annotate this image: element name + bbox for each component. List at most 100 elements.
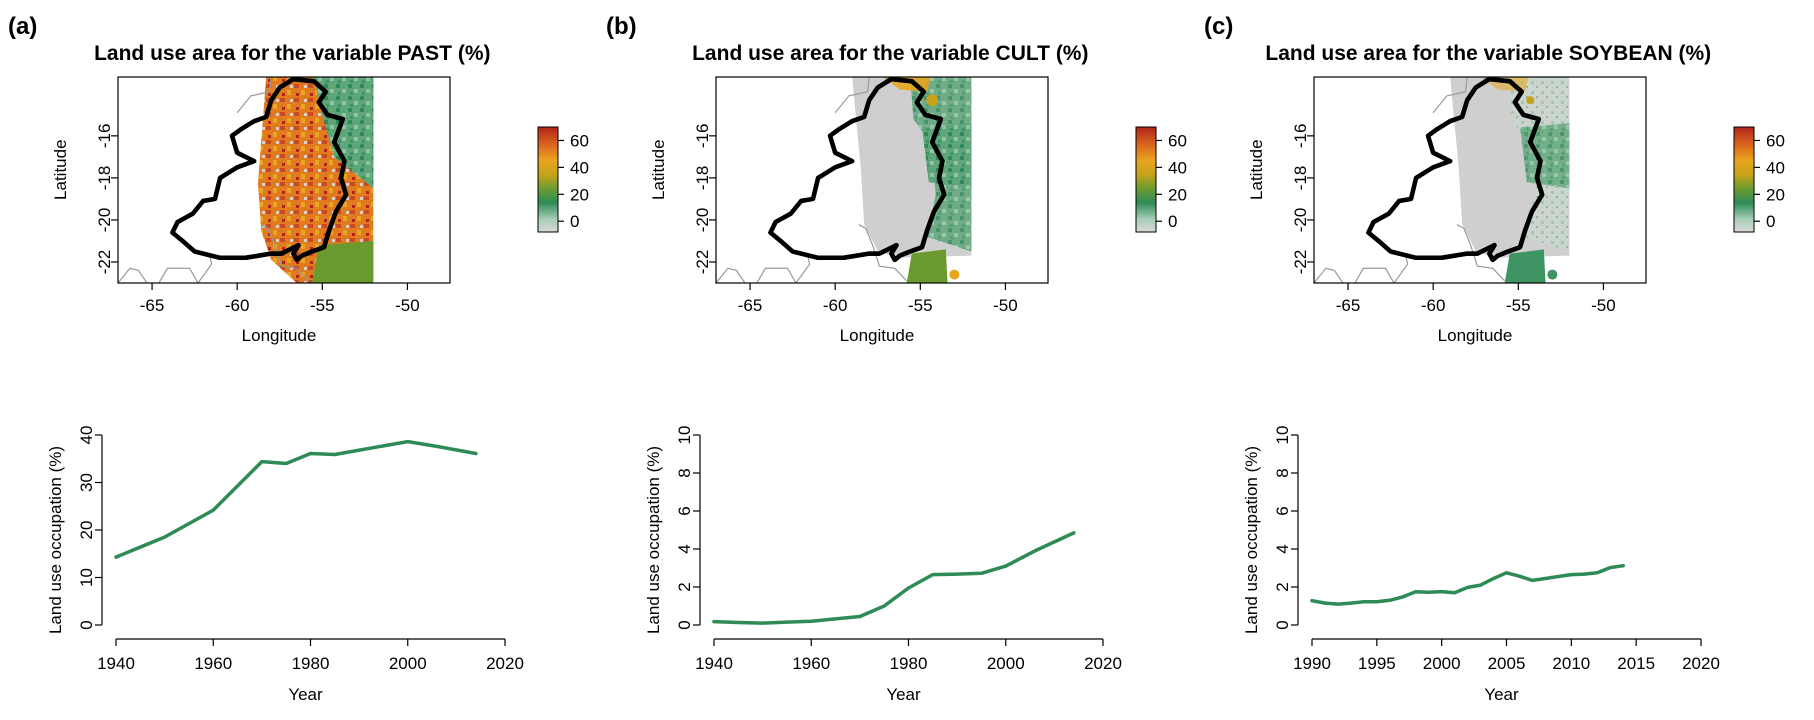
map-x-tick-label: -55 bbox=[908, 296, 933, 315]
country-border bbox=[1432, 77, 1468, 114]
map-plot: -65 -60 -55 -50 -16 -18 -20 -22 Longitude Latitud… bbox=[1247, 76, 1785, 345]
map-x-tick-label: -50 bbox=[993, 296, 1018, 315]
x-tick-label: 2000 bbox=[389, 654, 427, 673]
map-area bbox=[716, 77, 972, 283]
y-tick-label: 0 bbox=[675, 620, 694, 629]
y-tick-label: 10 bbox=[77, 568, 96, 587]
data-point bbox=[906, 586, 911, 590]
panel-letter: (c) bbox=[1204, 13, 1233, 40]
data-point bbox=[163, 535, 167, 539]
data-point bbox=[1621, 564, 1625, 568]
data-point bbox=[1440, 589, 1444, 594]
data-point bbox=[284, 461, 288, 466]
data-point bbox=[761, 621, 765, 625]
map-y-tick-label: -16 bbox=[1291, 124, 1310, 149]
map-x-tick-label: -55 bbox=[1506, 296, 1531, 315]
data-point bbox=[1033, 549, 1037, 553]
land-use-raster bbox=[949, 269, 960, 280]
x-tick-label: 2020 bbox=[486, 654, 524, 673]
data-point bbox=[1595, 571, 1599, 575]
legend-tick-label: 0 bbox=[570, 212, 579, 231]
data-point bbox=[1453, 591, 1457, 595]
data-point bbox=[1427, 590, 1431, 594]
country-border bbox=[834, 77, 870, 114]
y-tick-label: 0 bbox=[77, 620, 96, 629]
land-use-raster bbox=[922, 123, 972, 189]
map-x-axis-label: Longitude bbox=[840, 326, 915, 345]
series-line bbox=[712, 531, 1076, 625]
x-tick-label: 1940 bbox=[695, 654, 733, 673]
map-x-tick-label: -60 bbox=[225, 296, 250, 315]
y-tick-label: 2 bbox=[1273, 582, 1292, 591]
data-point bbox=[1608, 566, 1612, 570]
y-tick-label: 8 bbox=[1273, 468, 1292, 477]
legend-colorbar bbox=[537, 126, 559, 233]
y-axis-label: Land use occupation (%) bbox=[1242, 446, 1261, 634]
map-y-tick-label: -18 bbox=[95, 166, 114, 191]
map-x-tick-label: -50 bbox=[1591, 296, 1616, 315]
x-tick-label: 1995 bbox=[1358, 654, 1396, 673]
y-tick-label: 6 bbox=[675, 506, 694, 515]
basin-boundary bbox=[170, 77, 349, 263]
map-title: Land use area for the variable CULT (%) bbox=[692, 42, 1088, 65]
land-use-raster bbox=[312, 240, 374, 283]
data-point bbox=[381, 444, 386, 448]
country-border bbox=[716, 267, 746, 283]
data-point bbox=[1530, 578, 1535, 582]
legend-tick-label: 40 bbox=[1766, 158, 1785, 177]
data-point bbox=[1349, 601, 1353, 605]
legend-colorbar bbox=[1135, 126, 1157, 233]
panel-a: (a) Land use area for the variable PAST (… bbox=[8, 13, 589, 704]
data-point bbox=[979, 571, 984, 575]
data-point bbox=[736, 620, 740, 625]
y-axis-label: Land use occupation (%) bbox=[644, 446, 663, 634]
y-tick-label: 10 bbox=[675, 426, 694, 445]
data-point bbox=[882, 604, 886, 608]
data-point bbox=[1336, 602, 1340, 606]
legend-tick-label: 60 bbox=[1766, 131, 1785, 150]
x-axis-label: Year bbox=[886, 685, 921, 704]
data-point bbox=[931, 573, 935, 577]
x-tick-label: 2015 bbox=[1617, 654, 1655, 673]
map-plot: -65 -60 -55 -50 -16 -18 -20 -22 Longitude Latitud… bbox=[51, 76, 589, 345]
x-tick-label: 2000 bbox=[987, 654, 1025, 673]
x-tick-label: 1980 bbox=[292, 654, 330, 673]
map-y-tick-label: -18 bbox=[1291, 166, 1310, 191]
map-x-tick-label: -60 bbox=[823, 296, 848, 315]
land-use-raster bbox=[906, 249, 948, 283]
basin-boundary bbox=[768, 77, 947, 263]
data-point bbox=[1401, 595, 1405, 599]
x-tick-label: 1960 bbox=[194, 654, 232, 673]
map-x-tick-label: -65 bbox=[738, 296, 763, 315]
map-y-axis-label: Latitude bbox=[1247, 139, 1266, 200]
data-point bbox=[1569, 573, 1573, 577]
y-tick-label: 0 bbox=[1273, 620, 1292, 629]
map-y-tick-label: -16 bbox=[693, 124, 712, 149]
data-point bbox=[406, 440, 410, 444]
map-frame bbox=[715, 76, 1049, 284]
land-use-raster bbox=[1520, 123, 1570, 189]
country-border bbox=[1354, 267, 1395, 283]
legend-tick-label: 20 bbox=[1766, 185, 1785, 204]
y-tick-label: 30 bbox=[77, 473, 96, 492]
legend-tick-label: 40 bbox=[570, 158, 589, 177]
land-use-raster bbox=[1526, 96, 1535, 105]
data-point bbox=[435, 444, 439, 448]
land-use-raster bbox=[1547, 269, 1558, 280]
y-tick-label: 20 bbox=[77, 521, 96, 540]
y-tick-label: 2 bbox=[675, 582, 694, 591]
basin-boundary bbox=[1366, 77, 1545, 263]
line-chart: 0 2 4 6 8 10 1940 1960 1980 2000 2020 Year Land use … bbox=[644, 426, 1122, 704]
x-tick-label: 2000 bbox=[1423, 654, 1461, 673]
legend-tick-label: 20 bbox=[570, 185, 589, 204]
data-point bbox=[211, 508, 215, 512]
country-border bbox=[118, 267, 148, 283]
map-x-tick-label: -60 bbox=[1421, 296, 1446, 315]
legend-tick-label: 0 bbox=[1168, 212, 1177, 231]
data-point bbox=[1491, 576, 1496, 581]
x-axis-label: Year bbox=[288, 685, 323, 704]
land-use-raster bbox=[1504, 249, 1546, 283]
legend-tick-label: 40 bbox=[1168, 158, 1187, 177]
data-point bbox=[1310, 599, 1314, 603]
